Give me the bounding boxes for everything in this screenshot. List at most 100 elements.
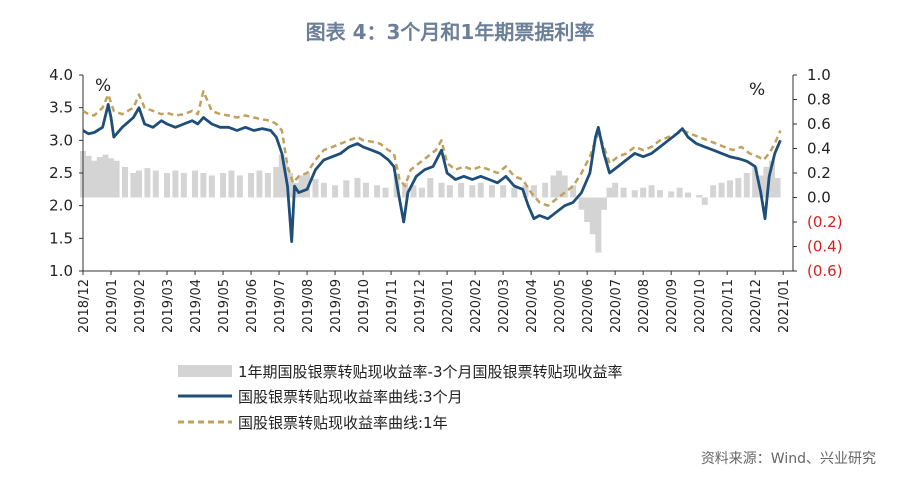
spread-bar bbox=[696, 195, 703, 198]
spread-bar bbox=[631, 190, 638, 198]
x-tick-label: 2018/12 bbox=[77, 279, 92, 333]
x-tick-label: 2020/03 bbox=[497, 279, 512, 333]
right-tick-label: (0.6) bbox=[807, 262, 843, 280]
spread-bar bbox=[312, 179, 319, 198]
spread-bar bbox=[320, 182, 327, 198]
spread-bar bbox=[287, 173, 294, 198]
spread-bar bbox=[164, 173, 171, 198]
spread-bar bbox=[220, 173, 227, 198]
spread-bar bbox=[589, 197, 596, 235]
spread-bar bbox=[718, 182, 725, 198]
x-tick-label: 2019/02 bbox=[133, 279, 148, 333]
spread-bar bbox=[701, 197, 708, 205]
left-tick-label: 1.0 bbox=[49, 262, 73, 280]
spread-bar bbox=[656, 190, 663, 198]
right-tick-label: 0.0 bbox=[807, 189, 831, 207]
x-tick-label: 2020/04 bbox=[525, 279, 540, 333]
x-tick-label: 2019/08 bbox=[301, 279, 316, 333]
spread-bar bbox=[200, 173, 207, 198]
left-tick-label: 1.5 bbox=[49, 229, 73, 247]
x-tick-label: 2020/08 bbox=[637, 279, 652, 333]
spread-bar bbox=[612, 182, 619, 198]
spread-bar bbox=[542, 182, 549, 198]
spread-bar bbox=[192, 170, 199, 198]
x-tick-label: 2019/10 bbox=[357, 279, 372, 333]
spread-bar bbox=[511, 187, 518, 198]
spread-bar bbox=[469, 185, 476, 198]
spread-bar bbox=[374, 185, 381, 198]
left-tick-label: 4.0 bbox=[49, 66, 73, 84]
spread-bar bbox=[561, 175, 568, 198]
x-tick-label: 2021/01 bbox=[777, 279, 792, 333]
spread-bar bbox=[281, 163, 288, 198]
spread-bar bbox=[458, 182, 465, 198]
spread-bar bbox=[410, 185, 417, 198]
x-tick-label: 2019/09 bbox=[329, 279, 344, 333]
x-tick-label: 2020/09 bbox=[665, 279, 680, 333]
spread-bar bbox=[152, 170, 159, 198]
spread-bar bbox=[85, 155, 92, 198]
right-tick-label: 0.8 bbox=[807, 91, 831, 109]
spread-bar bbox=[256, 170, 263, 198]
spread-bar bbox=[144, 168, 151, 198]
legend: 1年期国股银票转贴现收益率-3个月国股银票转贴现收益率国股银票转贴现收益率曲线:… bbox=[178, 363, 623, 432]
right-tick-label: 0.6 bbox=[807, 115, 831, 133]
spread-bar bbox=[584, 197, 591, 222]
legend-label: 国股银票转贴现收益率曲线:1年 bbox=[238, 414, 448, 432]
tick-labels: 1.0 1.5 2.0 2.5 3.0 3.5 4.0 (0.6) (0.4) (0.2) 0.0 0… bbox=[49, 66, 842, 333]
spread-bar bbox=[522, 185, 529, 198]
spread-bar bbox=[427, 177, 434, 198]
spread-bar bbox=[122, 166, 129, 198]
x-tick-label: 2019/06 bbox=[245, 279, 260, 333]
right-unit-label: % bbox=[749, 80, 765, 100]
spread-bar bbox=[354, 177, 361, 198]
right-tick-label: 1.0 bbox=[807, 66, 831, 84]
spread-bar bbox=[298, 175, 305, 198]
right-tick-label: 0.2 bbox=[807, 164, 831, 182]
spread-bar bbox=[668, 191, 675, 198]
spread-bar bbox=[550, 175, 557, 198]
x-tick-label: 2019/03 bbox=[161, 279, 176, 333]
x-tick-label: 2019/04 bbox=[189, 279, 204, 333]
series-lines bbox=[82, 90, 782, 243]
x-tick-label: 2020/11 bbox=[721, 279, 736, 333]
spread-bar bbox=[752, 166, 759, 198]
x-tick-label: 2020/05 bbox=[553, 279, 568, 333]
spread-bar bbox=[91, 160, 98, 198]
spread-bar bbox=[343, 180, 350, 198]
chart-axes bbox=[79, 74, 797, 275]
x-tick-label: 2020/10 bbox=[693, 279, 708, 333]
spread-bar bbox=[726, 180, 733, 198]
spread-bar bbox=[648, 185, 655, 198]
spread-bar bbox=[228, 170, 235, 198]
legend-label: 1年期国股银票转贴现收益率-3个月国股银票转贴现收益率 bbox=[238, 363, 623, 381]
spread-bar bbox=[332, 185, 339, 198]
x-tick-label: 2019/11 bbox=[385, 279, 400, 333]
x-tick-label: 2020/01 bbox=[441, 279, 456, 333]
spread-bar bbox=[108, 158, 115, 198]
spread-bar bbox=[768, 160, 775, 198]
spread-bar bbox=[676, 187, 683, 198]
spread-bar bbox=[477, 182, 484, 198]
source-note: 资料来源：Wind、兴业研究 bbox=[700, 451, 876, 467]
spread-bar bbox=[382, 187, 389, 198]
spread-bar bbox=[208, 175, 215, 198]
spread-bar bbox=[774, 177, 781, 198]
spread-bar bbox=[530, 185, 537, 198]
spread-bar bbox=[362, 182, 369, 198]
spread-bar bbox=[402, 182, 409, 198]
x-tick-label: 2019/01 bbox=[105, 279, 120, 333]
left-tick-label: 2.0 bbox=[49, 197, 73, 215]
spread-bar bbox=[446, 185, 453, 198]
legend-label: 国股银票转贴现收益率曲线:3个月 bbox=[238, 388, 463, 406]
spread-bar bbox=[640, 187, 647, 198]
left-tick-label: 2.5 bbox=[49, 164, 73, 182]
left-unit-label: % bbox=[95, 76, 111, 96]
spread-bar bbox=[763, 166, 770, 198]
spread-bar bbox=[438, 182, 445, 198]
spread-bar bbox=[684, 192, 691, 198]
right-tick-label: (0.4) bbox=[807, 238, 843, 256]
spread-bar bbox=[130, 173, 137, 198]
spread-bar bbox=[264, 173, 271, 198]
